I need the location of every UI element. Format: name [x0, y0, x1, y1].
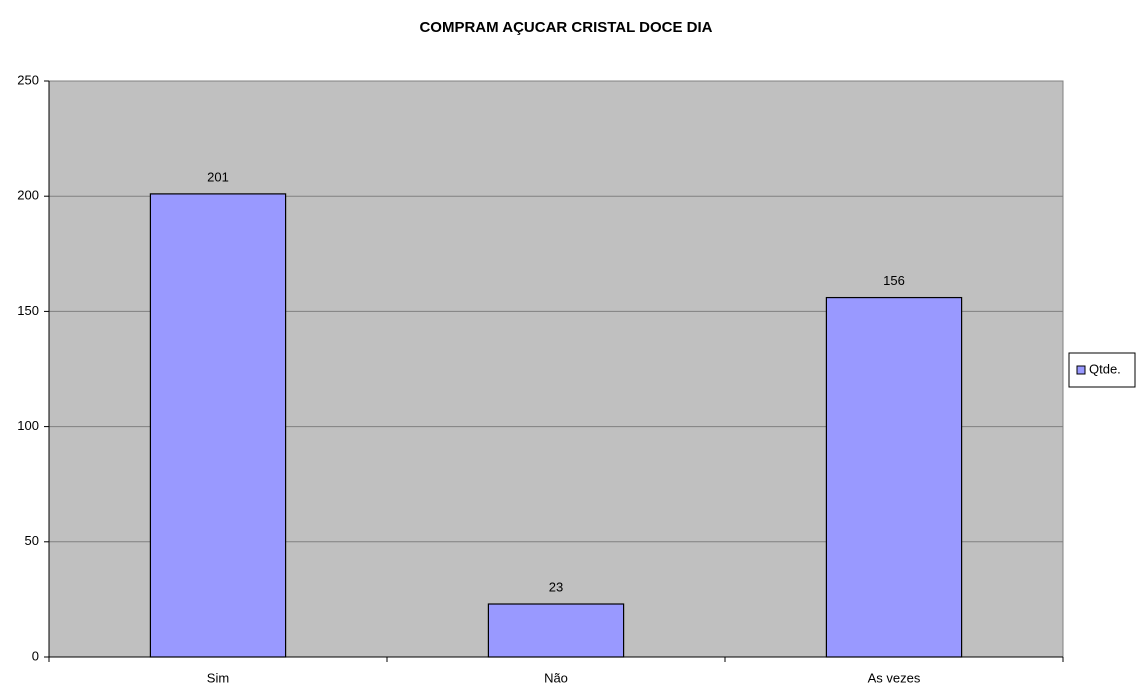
data-label: 23 — [549, 579, 563, 594]
bar — [825, 296, 963, 658]
x-tick-label: Sim — [207, 670, 229, 685]
bar — [487, 603, 625, 658]
y-tick-label: 0 — [32, 648, 39, 663]
y-tick-label: 50 — [25, 533, 39, 548]
legend-swatch — [1076, 365, 1086, 375]
data-label: 201 — [207, 169, 229, 184]
x-tick-label: As vezes — [868, 670, 921, 685]
y-tick-label: 250 — [17, 72, 39, 87]
y-tick-label: 150 — [17, 303, 39, 318]
y-tick-label: 200 — [17, 188, 39, 203]
data-label: 156 — [883, 273, 905, 288]
legend-label: Qtde. — [1089, 361, 1121, 376]
chart-title: COMPRAM AÇUCAR CRISTAL DOCE DIA — [419, 19, 712, 36]
bar — [149, 193, 287, 658]
x-tick-label: Não — [544, 670, 568, 685]
y-tick-label: 100 — [17, 418, 39, 433]
